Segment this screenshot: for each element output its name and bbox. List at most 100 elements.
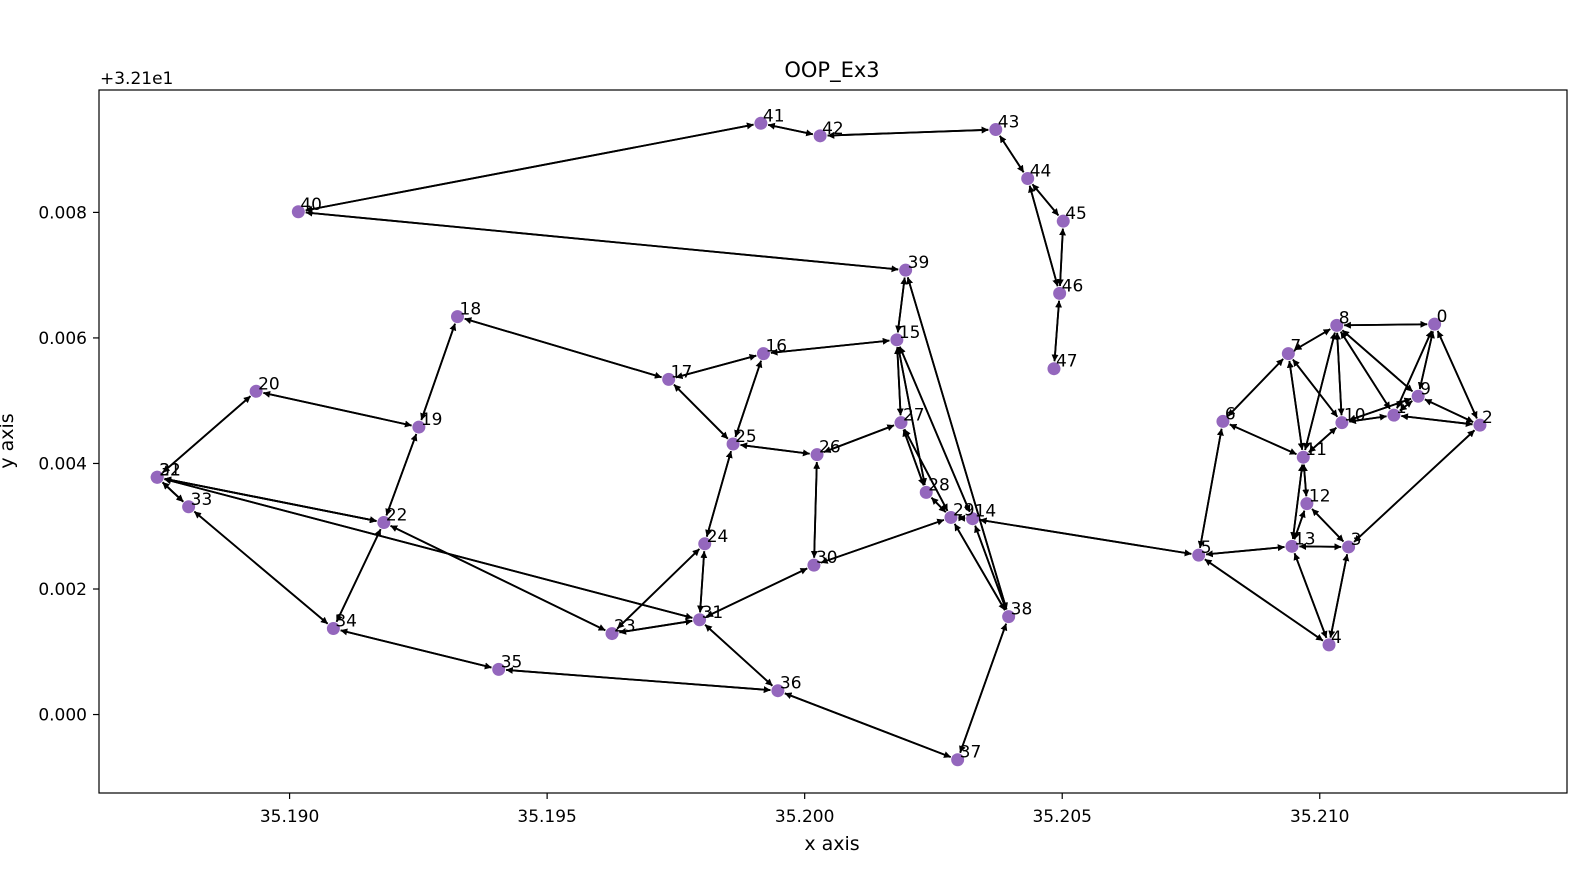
x-tick-label: 35.205 (1032, 807, 1091, 827)
edge-11-6 (1229, 423, 1297, 455)
node-label-20: 20 (258, 374, 280, 394)
edge-43-42 (827, 128, 989, 139)
node-24 (698, 537, 712, 551)
edge-33-32 (162, 481, 184, 503)
node-label-12: 12 (1309, 487, 1331, 507)
edge-17-16 (675, 353, 757, 379)
edge-25-24 (705, 450, 732, 537)
edge-11-10 (1308, 426, 1337, 453)
edge-28-15 (896, 346, 926, 486)
y-axis-ticks: 0.000 0.002 0.004 0.006 0.008 (38, 203, 99, 726)
node-32 (150, 470, 164, 484)
edge-45-44 (1031, 183, 1060, 216)
node-label-1: 1 (1396, 398, 1407, 418)
node-20 (249, 384, 263, 398)
edge-5-4 (1204, 558, 1324, 642)
edge-38-14 (974, 525, 1007, 610)
node-label-23: 23 (614, 617, 636, 637)
edge-18-17 (464, 317, 662, 379)
edge-36-35 (505, 666, 771, 692)
node-8 (1330, 318, 1344, 332)
edge-31-24 (699, 550, 708, 613)
edge-29-28 (930, 497, 947, 513)
node-19 (412, 420, 426, 434)
edge-31-30 (705, 567, 808, 618)
node-13 (1285, 539, 1299, 553)
node-47 (1047, 362, 1061, 376)
edge-30-26 (813, 461, 821, 558)
node-label-7: 7 (1290, 337, 1301, 357)
edge-27-26 (823, 424, 895, 453)
node-label-16: 16 (765, 337, 787, 357)
node-label-43: 43 (998, 113, 1020, 133)
edge-31-23 (619, 620, 693, 635)
edge-30-29 (820, 518, 945, 564)
node-label-30: 30 (816, 548, 838, 568)
edge-26-25 (740, 442, 810, 455)
node-label-41: 41 (763, 106, 785, 126)
node-29 (944, 510, 958, 524)
node-39 (899, 263, 913, 277)
node-36 (771, 684, 785, 698)
node-15 (890, 333, 904, 347)
node-label-9: 9 (1420, 379, 1431, 399)
node-label-44: 44 (1030, 162, 1052, 182)
node-label-46: 46 (1062, 276, 1084, 296)
node-25 (726, 437, 740, 451)
edge-25-17 (673, 384, 729, 440)
edge-39-38 (906, 277, 1008, 610)
node-18 (451, 310, 465, 324)
edge-19-18 (420, 323, 457, 421)
node-label-17: 17 (671, 362, 693, 382)
edge-13-5 (1205, 546, 1285, 558)
node-label-4: 4 (1331, 628, 1342, 648)
x-axis-ticks: 35.190 35.195 35.200 35.205 35.210 (260, 793, 1350, 827)
node-16 (756, 347, 770, 361)
node-27 (894, 416, 908, 430)
node-45 (1056, 214, 1070, 228)
edge-37-36 (784, 692, 951, 758)
node-label-15: 15 (899, 323, 921, 343)
y-tick-label: 0.004 (38, 454, 87, 474)
y-tick-label: 0.006 (38, 329, 87, 349)
node-26 (810, 448, 824, 462)
node-33 (182, 500, 196, 514)
nodes-layer (150, 116, 1487, 767)
edge-3-2 (1353, 429, 1476, 543)
edge-13-11 (1291, 464, 1305, 539)
edge-39-15 (895, 277, 906, 333)
node-label-39: 39 (908, 253, 930, 273)
node-28 (919, 485, 933, 499)
node-label-5: 5 (1201, 538, 1212, 558)
node-label-47: 47 (1056, 352, 1078, 372)
edges-layer (162, 122, 1478, 758)
node-label-45: 45 (1065, 204, 1087, 224)
edge-1-0 (1396, 330, 1433, 409)
node-40 (291, 205, 305, 219)
node-17 (662, 372, 676, 386)
node-label-6: 6 (1225, 404, 1236, 424)
edge-25-16 (734, 360, 763, 438)
x-axis-label: x axis (804, 833, 859, 855)
node-4 (1322, 638, 1336, 652)
node-23 (605, 627, 619, 641)
node-label-31: 31 (702, 603, 724, 623)
edge-8-1 (1340, 331, 1391, 410)
node-10 (1335, 416, 1349, 430)
node-41 (754, 116, 768, 130)
node-label-36: 36 (780, 674, 802, 694)
edge-11-7 (1286, 360, 1304, 450)
edge-36-31 (704, 624, 773, 687)
edge-27-15 (894, 346, 902, 416)
node-34 (326, 622, 340, 636)
edge-44-43 (999, 135, 1025, 173)
node-46 (1053, 286, 1067, 300)
edge-24-23 (616, 548, 700, 629)
edge-6-5 (1197, 428, 1223, 549)
node-label-40: 40 (300, 195, 322, 215)
edge-46-45 (1059, 228, 1067, 286)
edge-35-34 (340, 628, 492, 669)
edge-8-7 (1294, 328, 1331, 351)
edge-13-12 (1293, 510, 1306, 540)
